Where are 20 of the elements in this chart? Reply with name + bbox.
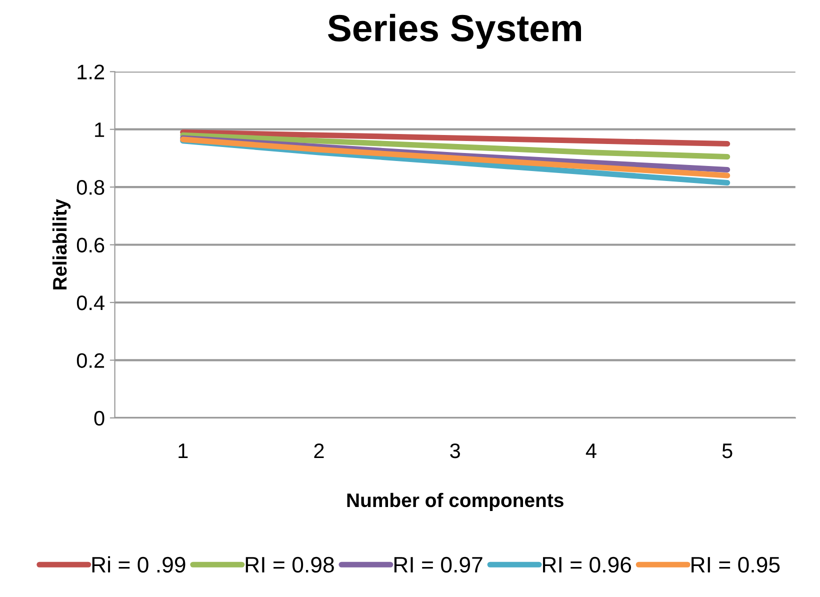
legend-label: RI = 0.95	[692, 556, 780, 573]
chart-title: Series System	[328, 14, 581, 49]
y-tick-label: 0.4	[76, 295, 104, 310]
x-tick-label: 2	[314, 443, 324, 458]
legend-label: Ri = 0 .99	[92, 556, 186, 573]
y-tick-label: 0.6	[76, 238, 104, 253]
x-tick-label: 4	[586, 444, 596, 458]
legend-label: RI = 0.98	[246, 556, 334, 573]
x-tick-label: 1	[178, 444, 188, 458]
legend-label: RI = 0.96	[543, 556, 632, 573]
y-tick-label: 0.8	[76, 180, 104, 195]
x-axis-title: Number of components	[347, 492, 564, 511]
x-tick-label: 5	[722, 444, 732, 458]
y-tick-label: 0.2	[76, 353, 104, 368]
legend-label: RI = 0.97	[394, 556, 482, 573]
y-axis-title: Reliability	[52, 198, 71, 290]
y-tick-label: 0	[94, 410, 104, 426]
y-tick-label: 1	[95, 122, 104, 137]
y-tick-label: 1.2	[78, 64, 104, 80]
x-tick-label: 3	[450, 443, 460, 458]
